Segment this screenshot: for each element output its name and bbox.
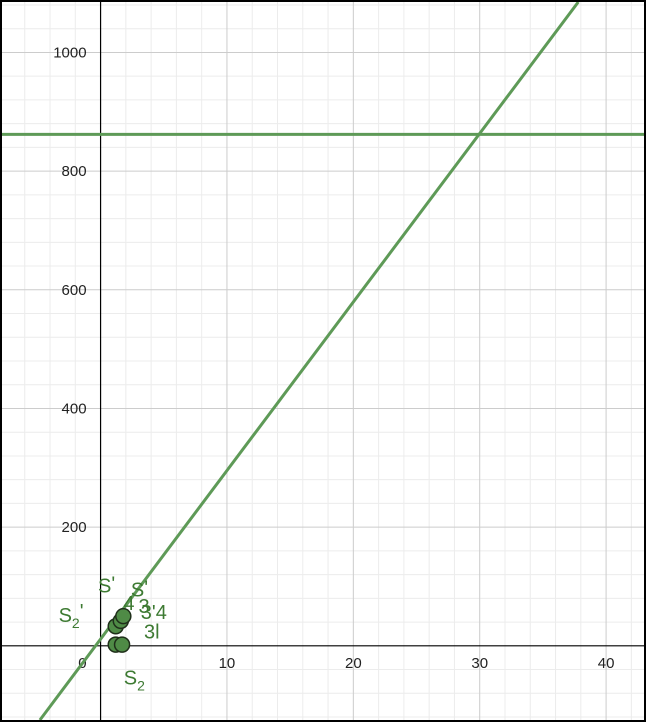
point-label: S2 [124, 668, 145, 694]
y-tick-label: 600 [62, 282, 87, 299]
x-tick-label: 30 [471, 655, 488, 672]
y-tick-label: 200 [62, 519, 87, 536]
point-label-extra: S' [131, 578, 148, 602]
y-tick-label: 400 [62, 400, 87, 417]
point-label: S2' [59, 601, 84, 631]
point-label: 3l [144, 622, 160, 644]
y-tick-label: 800 [62, 163, 87, 180]
point-label-extra: 3 [138, 596, 149, 618]
point-label-extra: S' [98, 573, 115, 597]
data-point [113, 636, 131, 653]
series-line [38, 2, 580, 720]
data-point [115, 607, 132, 625]
x-tick-label: 20 [345, 655, 362, 672]
y-tick-label: 1000 [53, 44, 86, 61]
point-label: 4 [123, 593, 134, 615]
point-label: 3'4 [141, 602, 167, 624]
x-tick-label: 10 [219, 655, 236, 672]
x-tick-label: 40 [598, 655, 615, 672]
